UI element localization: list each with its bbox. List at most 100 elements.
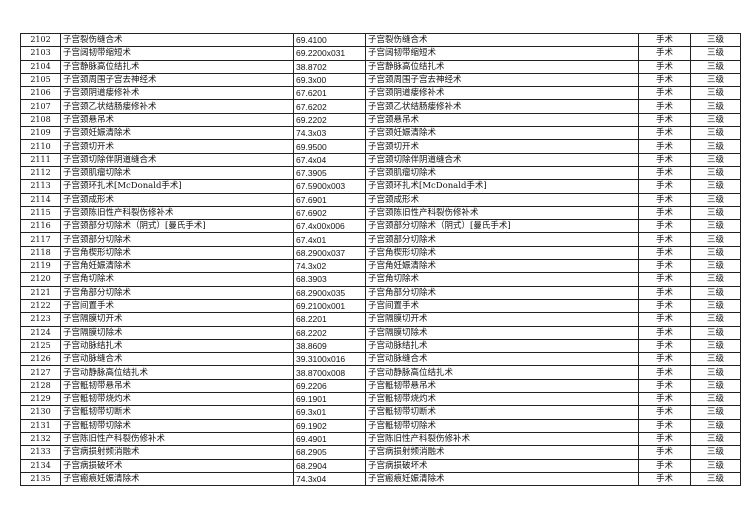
procedure-level: 三级: [690, 338, 741, 354]
procedure-level: 三级: [690, 165, 741, 181]
row-number: 2115: [20, 205, 61, 221]
table-row: 2135 子宫瘢痕妊娠清除术 74.3x04 子宫瘢痕妊娠清除术 手术 三级: [20, 471, 741, 487]
procedure-level: 三级: [690, 378, 741, 394]
procedure-code: 38.8702: [293, 59, 366, 74]
procedure-name: 子宫角切除术: [60, 272, 294, 287]
table-row: 2121 子宫角部分切除术 68.2900x035 子宫角部分切除术 手术 三级: [20, 285, 741, 300]
table-row: 2106 子宫颈阴道瘘修补术 67.6201 子宫颈阴道瘘修补术 手术 三级: [20, 86, 741, 101]
procedure-name: 子宫颈阴道瘘修补术: [60, 86, 294, 101]
procedure-type: 手术: [638, 458, 691, 473]
row-number: 2131: [20, 418, 61, 433]
procedure-name: 子宫颈妊娠清除术: [60, 126, 294, 141]
procedure-level: 三级: [690, 445, 741, 460]
table-row: 2126 子宫动脉缝合术 39.3100x016 子宫动脉缝合术 手术 三级: [20, 352, 741, 367]
table-row: 2132 子宫陈旧性产科裂伤修补术 69.4901 子宫陈旧性产科裂伤修补术 手术 三级: [20, 431, 741, 447]
procedure-type: 手术: [638, 165, 691, 181]
row-number: 2129: [20, 392, 61, 407]
procedure-type: 手术: [638, 445, 691, 460]
procedure-name: 子宫颈环扎术[McDonald手术]: [60, 179, 294, 194]
procedure-name-2: 子宫角楔形切除术: [365, 245, 639, 261]
procedure-type: 手术: [638, 418, 691, 433]
table-row: 2116 子宫颈部分切除术（阴式）[曼氏手术] 67.4x00x006 子宫颈部分切除…: [20, 219, 741, 234]
table-row: 2117 子宫颈部分切除术 67.4x01 子宫颈部分切除术 手术 三级: [20, 232, 741, 247]
row-number: 2106: [20, 86, 61, 101]
procedure-name: 子宫动脉结扎术: [60, 338, 294, 354]
procedure-code: 69.2200x031: [293, 46, 366, 61]
procedure-level: 三级: [690, 139, 741, 154]
procedure-level: 三级: [690, 245, 741, 261]
procedure-name-2: 子宫病损破坏术: [365, 458, 639, 473]
procedure-level: 三级: [690, 405, 741, 420]
procedure-code: 67.4x00x006: [293, 219, 366, 234]
procedure-name: 子宫颈切开术: [60, 139, 294, 154]
procedure-level: 三级: [690, 32, 741, 48]
procedure-level: 三级: [690, 325, 741, 340]
procedure-name-2: 子宫动脉缝合术: [365, 352, 639, 367]
procedure-code: 74.3x04: [293, 471, 366, 487]
procedure-name: 子宫角妊娠清除术: [60, 259, 294, 274]
procedure-name: 子宫骶韧带烧灼术: [60, 392, 294, 407]
procedure-level: 三级: [690, 431, 741, 447]
procedure-name-2: 子宫颈妊娠清除术: [365, 126, 639, 141]
procedure-name-2: 子宫角切除术: [365, 272, 639, 287]
procedure-name-2: 子宫颈切除伴阴道缝合术: [365, 152, 639, 167]
procedure-level: 三级: [690, 392, 741, 407]
table-row: 2105 子宫颈周围子宫去神经术 69.3x00 子宫颈周围子宫去神经术 手术 三级: [20, 72, 741, 88]
procedure-name: 子宫阔韧带缩短术: [60, 46, 294, 61]
table-row: 2108 子宫颈悬吊术 69.2202 子宫颈悬吊术 手术 三级: [20, 112, 741, 128]
row-number: 2109: [20, 126, 61, 141]
row-number: 2126: [20, 352, 61, 367]
procedure-name-2: 子宫骶韧带切除术: [365, 418, 639, 433]
procedure-code: 68.2904: [293, 458, 366, 473]
procedure-code: 69.1901: [293, 392, 366, 407]
procedure-name-2: 子宫阔韧带缩短术: [365, 46, 639, 61]
row-number: 2123: [20, 312, 61, 327]
procedure-level: 三级: [690, 152, 741, 167]
procedure-name-2: 子宫颈悬吊术: [365, 112, 639, 128]
procedure-type: 手术: [638, 352, 691, 367]
table-row: 2110 子宫颈切开术 69.9500 子宫颈切开术 手术 三级: [20, 139, 741, 154]
table-row: 2113 子宫颈环扎术[McDonald手术] 67.5900x003 子宫颈环扎术[…: [20, 179, 741, 194]
procedure-type: 手术: [638, 99, 691, 114]
procedure-type: 手术: [638, 392, 691, 407]
table-row: 2131 子宫骶韧带切除术 69.1902 子宫骶韧带切除术 手术 三级: [20, 418, 741, 433]
row-number: 2102: [20, 32, 61, 48]
table-row: 2115 子宫颈陈旧性产科裂伤修补术 67.6902 子宫颈陈旧性产科裂伤修补术 手术三…: [20, 205, 741, 221]
table-row: 2129 子宫骶韧带烧灼术 69.1901 子宫骶韧带烧灼术 手术 三级: [20, 392, 741, 407]
procedure-type: 手术: [638, 259, 691, 274]
procedure-type: 手术: [638, 139, 691, 154]
procedure-code: 38.8700x008: [293, 365, 366, 380]
table-row: 2123 子宫隔膜切开术 68.2201 子宫隔膜切开术 手术 三级: [20, 312, 741, 327]
procedure-type: 手术: [638, 179, 691, 194]
procedure-name-2: 子宫颈阴道瘘修补术: [365, 86, 639, 101]
table-row: 2103 子宫阔韧带缩短术 69.2200x031 子宫阔韧带缩短术 手术 三级: [20, 46, 741, 61]
procedure-code: 69.4100: [293, 32, 366, 48]
procedure-code: 68.3903: [293, 272, 366, 287]
procedure-name: 子宫颈肌瘤切除术: [60, 165, 294, 181]
procedure-code: 68.2900x037: [293, 245, 366, 261]
procedure-level: 三级: [690, 72, 741, 88]
procedure-name-2: 子宫骶韧带切断术: [365, 405, 639, 420]
procedure-type: 手术: [638, 338, 691, 354]
procedure-name: 子宫动脉缝合术: [60, 352, 294, 367]
procedure-code: 67.6902: [293, 205, 366, 221]
procedure-type: 手术: [638, 365, 691, 380]
procedure-code: 69.2202: [293, 112, 366, 128]
procedure-type: 手术: [638, 272, 691, 287]
procedure-name-2: 子宫瘢痕妊娠清除术: [365, 471, 639, 487]
procedure-name-2: 子宫病损射频消融术: [365, 445, 639, 460]
procedure-name-2: 子宫颈乙状结肠瘘修补术: [365, 99, 639, 114]
row-number: 2108: [20, 112, 61, 128]
procedure-name: 子宫骶韧带切除术: [60, 418, 294, 433]
procedure-name-2: 子宫动静脉高位结扎术: [365, 365, 639, 380]
procedure-code: 67.6202: [293, 99, 366, 114]
row-number: 2119: [20, 259, 61, 274]
procedure-name: 子宫颈悬吊术: [60, 112, 294, 128]
row-number: 2103: [20, 46, 61, 61]
procedure-name-2: 子宫颈成形术: [365, 192, 639, 207]
procedure-type: 手术: [638, 471, 691, 487]
row-number: 2128: [20, 378, 61, 394]
procedure-name-2: 子宫颈切开术: [365, 139, 639, 154]
procedure-code: 69.2100x001: [293, 298, 366, 314]
procedure-code: 67.6901: [293, 192, 366, 207]
